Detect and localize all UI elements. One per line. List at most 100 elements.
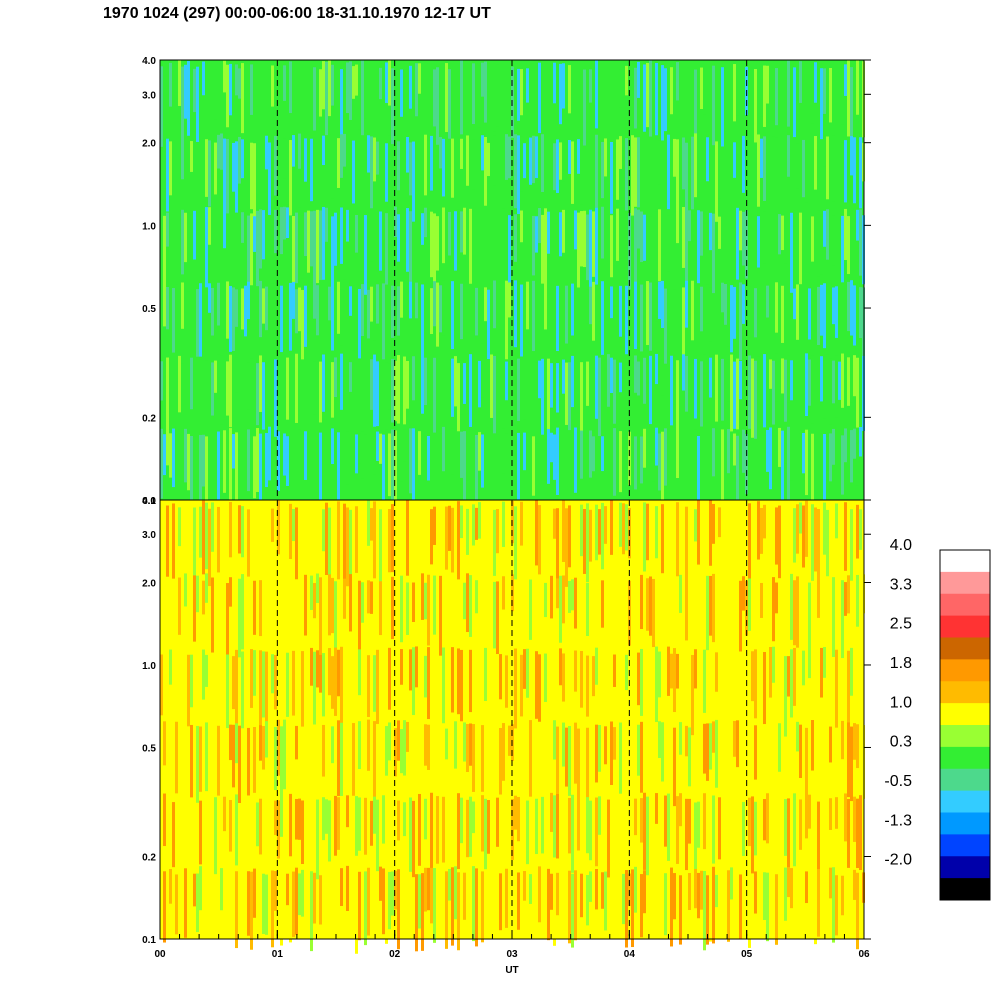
heatmap-cell [193,68,196,113]
heatmap-cell [172,723,175,760]
heatmap-cell [541,580,544,647]
heatmap-cell [763,354,766,428]
colorbar-label: 1.0 [890,694,912,711]
heatmap-cell [463,722,466,762]
heatmap-cell [181,363,184,429]
heatmap-cell [463,582,466,620]
heatmap-cell [664,68,667,132]
heatmap-cell [721,725,724,782]
heatmap-cell [409,65,412,109]
heatmap-cell [586,361,589,406]
heatmap-cell [421,573,424,620]
heatmap-cell [358,60,361,130]
heatmap-cell [256,652,259,711]
heatmap-cell [271,575,274,644]
heatmap-cell [415,646,418,688]
heatmap-cell [673,289,676,348]
heatmap-cell [646,281,649,346]
heatmap-cell [376,799,379,872]
heatmap-cell [550,432,553,463]
heatmap-cell [280,207,283,255]
y-tick-label: 0.1 [142,496,156,507]
heatmap-cell [316,209,319,284]
heatmap-cell [220,868,223,911]
heatmap-cell [559,648,562,686]
heatmap-cell [322,509,325,552]
heatmap-cell [391,285,394,338]
heatmap-cell [742,801,745,856]
heatmap-cell [826,354,829,390]
heatmap-cell [253,143,256,223]
heatmap-cell [574,722,577,784]
heatmap-cell [292,509,295,542]
heatmap-cell [523,287,526,325]
heatmap-cell [433,575,436,635]
heatmap-cell [811,355,814,424]
heatmap-cell [364,215,367,295]
heatmap-cell [568,580,571,613]
heatmap-cell [607,573,610,619]
heatmap-cell [493,871,496,938]
heatmap-cell [169,433,172,478]
heatmap-cell [382,434,385,503]
heatmap-cell [523,728,526,786]
heatmap-cell [820,356,823,402]
heatmap-cell [235,141,238,213]
heatmap-cell [211,577,214,655]
heatmap-cell [205,654,208,687]
heatmap-cell [346,209,349,242]
heatmap-cell [562,869,565,906]
heatmap-cell [433,213,436,284]
heatmap-cell [709,723,712,770]
heatmap-cell [511,798,514,860]
heatmap-cell [343,503,346,583]
heatmap-cell [634,436,637,490]
heatmap-cell [655,506,658,559]
heatmap-cell [478,360,481,408]
y-tick-label: 2.0 [142,139,156,150]
heatmap-cell [376,431,379,461]
heatmap-cell [232,873,235,932]
heatmap-cell [775,137,778,208]
heatmap-cell [406,360,409,409]
heatmap-cell [832,135,835,202]
heatmap-cell [343,133,346,167]
heatmap-cell [478,65,481,128]
heatmap-cell [547,211,550,254]
heatmap-cell [847,575,850,614]
heatmap-cell [586,797,589,854]
heatmap-cell [841,720,844,760]
heatmap-cell [703,793,706,850]
heatmap-cell [790,432,793,481]
heatmap-cell [160,793,163,853]
heatmap-cell [358,580,361,650]
heatmap-cell [178,60,181,106]
heatmap-cell [814,136,817,190]
heatmap-cell [694,509,697,542]
heatmap-cell [190,435,193,514]
heatmap-cell [352,66,355,99]
heatmap-cell [328,648,331,696]
heatmap-cell [379,866,382,901]
heatmap-cell [301,289,304,360]
heatmap-cell [337,797,340,850]
heatmap-cell [682,207,685,268]
heatmap-cell [331,216,334,295]
heatmap-cell [250,142,253,210]
heatmap-cell [313,210,316,288]
heatmap-cell [580,211,583,267]
heatmap-cell [682,137,685,190]
colorbar-label: 3.3 [890,576,912,593]
heatmap-cell [724,62,727,132]
heatmap-cell [229,577,232,607]
heatmap-cell [214,69,217,120]
colorbar-swatch [940,593,990,617]
heatmap-cell [457,209,460,284]
heatmap-cell [571,283,574,336]
heatmap-cell [856,504,859,559]
heatmap-cell [727,280,730,347]
heatmap-cell [337,649,340,697]
heatmap-cell [187,212,190,292]
heatmap-cell [520,578,523,611]
heatmap-cell [697,210,700,284]
